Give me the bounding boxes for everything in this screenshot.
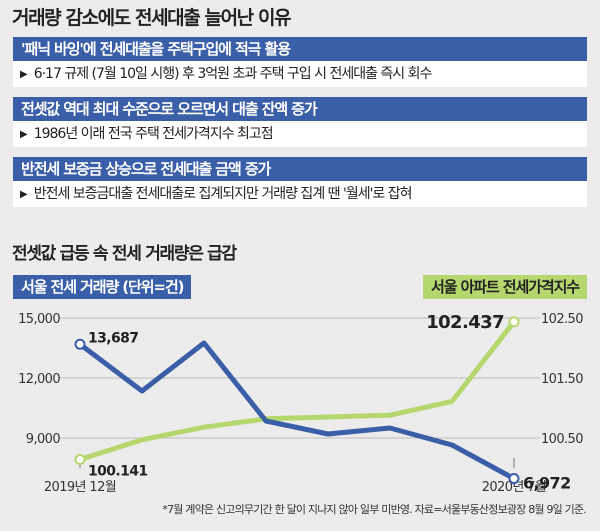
index-start-point bbox=[74, 454, 86, 466]
triangle-bullet-icon: ▶ bbox=[20, 189, 28, 200]
right-tick-label: 101.50 bbox=[541, 372, 583, 387]
reason-detail: 1986년 이래 전국 주택 전세가격지수 최고점 bbox=[33, 126, 274, 142]
volume-end-label: 6,972 bbox=[523, 474, 571, 493]
right-tick-label: 100.50 bbox=[541, 432, 583, 447]
reason-detail: 반전세 보증금대출 전세대출로 집계되지만 거래량 집계 땐 '월세'로 잡혀 bbox=[33, 186, 413, 202]
reason-detail-row: ▶ 반전세 보증금대출 전세대출로 집계되지만 거래량 집계 땐 '월세'로 잡혀 bbox=[13, 181, 587, 207]
left-tick-label: 9,000 bbox=[26, 432, 61, 447]
index-start-label: 100.141 bbox=[88, 464, 148, 480]
volume-start-point bbox=[74, 338, 86, 350]
reason-detail: 6·17 규제 (7월 10일 시행) 후 3억원 초과 주택 구입 시 전세대… bbox=[33, 66, 433, 82]
volume-end-point bbox=[508, 473, 520, 485]
left-axis-label: 서울 전세 거래량 (단위=건) bbox=[13, 275, 192, 299]
volume-series-line bbox=[77, 340, 517, 482]
right-axis-label: 서울 아파트 전세가격지수 bbox=[423, 275, 587, 299]
triangle-bullet-icon: ▶ bbox=[20, 69, 28, 80]
index-series-line bbox=[77, 319, 517, 463]
headline: 거래량 감소에도 전세대출 늘어난 이유 bbox=[12, 7, 292, 29]
reason-detail-row: ▶ 6·17 규제 (7월 10일 시행) 후 3억원 초과 주택 구입 시 전세… bbox=[13, 61, 587, 87]
reason-box-1: '패닉 바잉'에 전세대출을 주택구입에 적극 활용 ▶ 6·17 규제 (7월 … bbox=[13, 37, 587, 87]
left-tick-label: 12,000 bbox=[18, 372, 60, 387]
right-tick-label: 102.50 bbox=[541, 312, 583, 327]
footnote: *7월 계약은 신고의무기간 한 달이 지나지 않아 일부 미반영. 자료=서울… bbox=[162, 503, 586, 516]
reason-title: 반전세 보증금 상승으로 전세대출 금액 증가 bbox=[13, 157, 587, 181]
left-tick-label: 15,000 bbox=[18, 312, 60, 327]
index-end-point bbox=[508, 316, 520, 328]
reason-detail-row: ▶ 1986년 이래 전국 주택 전세가격지수 최고점 bbox=[13, 121, 587, 147]
x-tick-label-end: 2020년 7월 bbox=[482, 480, 547, 495]
x-tick-label-start: 2019년 12월 bbox=[44, 480, 116, 495]
reason-title: '패닉 바잉'에 전세대출을 주택구입에 적극 활용 bbox=[13, 37, 587, 61]
chart-title: 전셋값 급등 속 전세 거래량은 급감 bbox=[12, 244, 237, 264]
volume-start-label: 13,687 bbox=[88, 330, 138, 346]
triangle-bullet-icon: ▶ bbox=[20, 129, 28, 140]
reason-box-3: 반전세 보증금 상승으로 전세대출 금액 증가 ▶ 반전세 보증금대출 전세대출로… bbox=[13, 157, 587, 207]
index-end-label: 102.437 bbox=[426, 312, 504, 333]
reason-box-2: 전셋값 역대 최대 수준으로 오르면서 대출 잔액 증가 ▶ 1986년 이래 전… bbox=[13, 97, 587, 147]
reason-title: 전셋값 역대 최대 수준으로 오르면서 대출 잔액 증가 bbox=[13, 97, 587, 121]
